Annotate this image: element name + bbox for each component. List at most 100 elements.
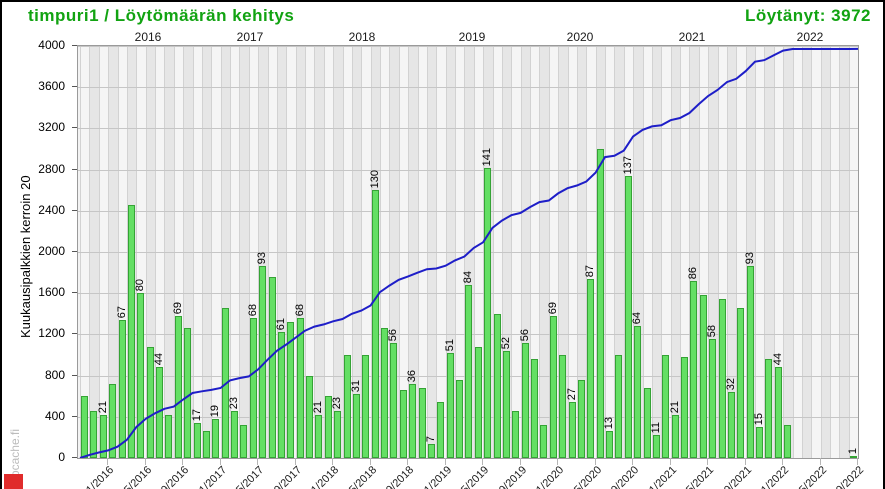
bar-value-label: 17 <box>190 408 203 421</box>
month-bar <box>418 388 426 458</box>
month-bar <box>784 425 792 458</box>
month-bar <box>549 316 557 458</box>
year-label: 2020 <box>566 30 594 44</box>
bar-value-label: 87 <box>584 264 597 277</box>
x-tick-label: 05/2022 <box>792 464 829 489</box>
month-bar <box>118 320 126 458</box>
bar-value-label: 36 <box>406 369 419 382</box>
bar-value-label: 21 <box>96 400 109 413</box>
bar-value-label: 23 <box>228 396 240 409</box>
month-bar <box>765 359 773 458</box>
x-tick-mark <box>182 458 183 465</box>
month-bar <box>381 328 388 458</box>
x-tick-label: 09/2018 <box>379 464 417 489</box>
month-bar <box>268 277 276 458</box>
month-bar <box>577 380 585 458</box>
month-bar <box>399 390 407 458</box>
month-bar <box>296 318 304 458</box>
gridline <box>78 87 858 89</box>
month-bar <box>531 359 538 458</box>
month-bar <box>212 419 220 458</box>
month-bar <box>727 392 735 458</box>
chart-title: timpuri1 / Löytömäärän kehitys <box>28 6 295 25</box>
month-bar <box>493 314 501 458</box>
bar-value-label: 56 <box>518 328 531 341</box>
month-bar <box>737 308 745 458</box>
gridline <box>78 128 858 130</box>
month-bar <box>174 316 182 458</box>
bar-value-label: 52 <box>499 336 512 349</box>
x-tick-mark <box>519 458 521 465</box>
y-tick-label: 1600 <box>38 285 65 300</box>
x-tick-label: 09/2016 <box>154 464 192 489</box>
month-bar <box>709 339 717 458</box>
x-tick-mark <box>744 458 746 465</box>
month-bar <box>652 435 660 458</box>
bar-value-label: 15 <box>753 412 765 425</box>
x-tick-label: 01/2019 <box>417 464 454 489</box>
month-bar <box>615 355 623 458</box>
month-bar <box>437 402 445 458</box>
month-bar <box>352 394 360 458</box>
x-tick-label: 05/2020 <box>567 464 604 489</box>
month-bar <box>231 411 238 458</box>
bar-value-label: 21 <box>312 400 325 413</box>
y-tick-mark <box>72 374 77 376</box>
x-tick-mark <box>369 458 371 465</box>
y-tick-label: 3200 <box>38 120 65 135</box>
month-bar <box>306 376 313 458</box>
year-label: 2018 <box>348 30 376 44</box>
y-tick-label: 400 <box>44 408 65 423</box>
x-tick-label: 05/2018 <box>342 464 379 489</box>
bar-value-label: 58 <box>706 324 719 337</box>
month-bar <box>165 415 173 458</box>
bar-value-label: 7 <box>424 435 437 442</box>
y-tick-mark <box>72 333 77 335</box>
x-tick-mark <box>594 458 596 465</box>
x-tick-label: 01/2020 <box>529 464 567 489</box>
y-tick-mark <box>72 292 77 294</box>
bar-value-label: 80 <box>134 278 147 291</box>
bar-value-label: 23 <box>331 396 344 409</box>
bar-value-label: 51 <box>443 338 456 351</box>
x-tick-label: 05/2017 <box>229 464 267 489</box>
found-count-label: Löytänyt: 3972 <box>744 6 871 25</box>
month-bar <box>315 415 323 458</box>
month-bar <box>202 431 210 458</box>
month-bar <box>193 423 201 458</box>
bar-value-label: 64 <box>631 311 644 324</box>
x-tick-mark <box>332 458 333 465</box>
y-tick-label: 4000 <box>38 38 65 52</box>
year-label: 2016 <box>134 30 162 44</box>
month-bar <box>446 353 454 458</box>
year-label: 2017 <box>236 30 264 44</box>
month-bar <box>99 415 107 458</box>
bar-value-label: 32 <box>724 377 737 390</box>
bar-value-label: 141 <box>481 147 494 166</box>
month-bar <box>409 384 417 458</box>
x-tick-label: 05/2019 <box>454 464 492 489</box>
y-tick-mark <box>72 415 77 417</box>
month-bar <box>287 322 295 458</box>
month-bar <box>512 411 520 458</box>
x-tick-mark <box>482 458 483 465</box>
month-bar <box>746 266 754 458</box>
month-bar <box>156 367 163 458</box>
month-bar <box>240 425 248 458</box>
month-bar <box>465 285 473 458</box>
bar-value-label: 31 <box>349 379 362 392</box>
month-bar <box>362 355 370 458</box>
month-bar <box>484 168 492 458</box>
x-tick-mark <box>444 458 446 465</box>
x-tick-mark <box>219 458 221 465</box>
year-label: 2022 <box>796 30 824 44</box>
bar-value-label: 93 <box>256 251 269 264</box>
bar-value-label: 93 <box>743 251 756 264</box>
x-tick-mark <box>144 458 146 465</box>
gridline <box>78 169 858 171</box>
x-tick-mark <box>669 458 671 465</box>
y-tick-label: 2400 <box>38 202 65 217</box>
x-tick-mark <box>707 458 708 465</box>
gridline <box>78 210 858 212</box>
y-tick-mark <box>72 251 77 252</box>
